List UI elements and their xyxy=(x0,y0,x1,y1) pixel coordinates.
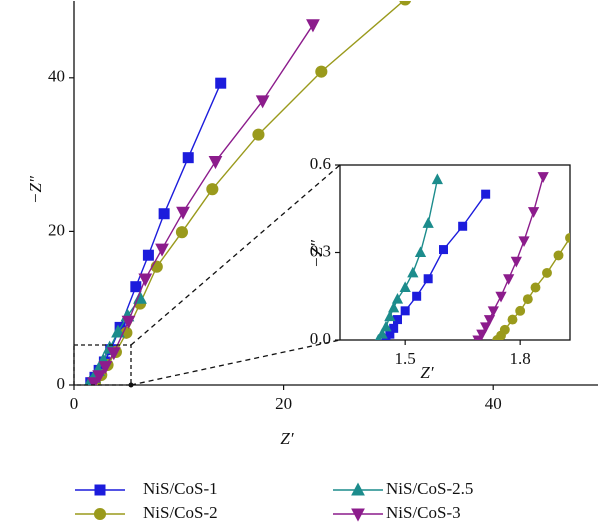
legend-label: NiS/CoS-2 xyxy=(143,503,218,522)
x-tick-label: 20 xyxy=(275,394,292,413)
x-tick-label: 40 xyxy=(485,394,502,413)
main-plot: 0 20 40 0 20 40 Z′ −Z″ xyxy=(26,1,598,448)
y-tick-label: 0.6 xyxy=(310,154,331,173)
marker xyxy=(98,361,113,375)
marker xyxy=(423,274,433,284)
marker xyxy=(407,266,419,278)
zoom-indicator xyxy=(73,164,341,388)
y-tick-label: 20 xyxy=(48,220,65,239)
marker xyxy=(565,232,570,243)
marker xyxy=(158,208,170,220)
marker xyxy=(476,329,488,340)
marker xyxy=(510,256,522,268)
marker xyxy=(376,327,388,339)
y-tick-label: 0 xyxy=(57,374,66,393)
x-axis-label: Z′ xyxy=(420,363,433,382)
marker xyxy=(391,292,404,304)
legend-label: NiS/CoS-2.5 xyxy=(386,479,473,498)
marker xyxy=(215,77,227,89)
marker xyxy=(439,245,448,255)
marker xyxy=(255,95,270,109)
marker xyxy=(94,484,106,496)
y-tick-label: 0.0 xyxy=(310,329,331,348)
legend: NiS/CoS-1 NiS/CoS-2 NiS/CoS-2.5 NiS/CoS-3 xyxy=(75,479,473,522)
marker xyxy=(130,281,142,293)
marker xyxy=(483,315,496,326)
marker xyxy=(480,322,492,334)
y-tick-label: 0.3 xyxy=(310,241,331,260)
marker xyxy=(400,306,410,316)
marker xyxy=(431,173,443,185)
marker xyxy=(503,274,515,285)
marker xyxy=(121,315,136,329)
marker xyxy=(458,221,468,231)
marker xyxy=(351,482,365,496)
marker xyxy=(542,267,552,278)
series-line xyxy=(90,82,222,384)
legend-label: NiS/CoS-3 xyxy=(386,503,461,522)
marker xyxy=(252,128,265,141)
marker xyxy=(111,324,125,338)
inset-plot: 1.5 1.8 0.0 0.3 0.6 Z′ −Z″ xyxy=(307,154,571,382)
x-tick-label: 1.8 xyxy=(510,349,531,368)
marker xyxy=(155,243,169,257)
marker xyxy=(399,281,411,292)
marker xyxy=(537,172,549,183)
marker xyxy=(507,314,518,325)
y-tick-label: 40 xyxy=(48,67,65,86)
marker xyxy=(399,1,412,6)
marker xyxy=(92,370,107,384)
marker xyxy=(206,183,219,196)
marker xyxy=(315,65,328,78)
marker xyxy=(93,507,107,521)
marker xyxy=(351,508,365,522)
marker xyxy=(138,273,153,287)
marker xyxy=(384,310,396,322)
inset-frame xyxy=(339,164,571,341)
marker xyxy=(515,305,526,316)
marker xyxy=(388,301,400,313)
marker xyxy=(106,347,121,361)
legend-label: NiS/CoS-1 xyxy=(143,479,218,498)
plot-area xyxy=(375,172,570,340)
x-axis-label: Z′ xyxy=(280,429,293,448)
marker xyxy=(499,324,510,335)
marker xyxy=(553,250,564,261)
marker xyxy=(422,217,434,228)
marker xyxy=(182,152,194,164)
marker xyxy=(487,306,499,318)
plot-area xyxy=(84,1,412,385)
x-tick-label: 0 xyxy=(70,394,79,413)
marker xyxy=(414,246,427,257)
marker xyxy=(389,323,399,333)
marker xyxy=(530,282,541,293)
marker xyxy=(175,226,188,239)
marker xyxy=(385,329,395,339)
marker xyxy=(412,291,422,301)
marker xyxy=(142,249,154,261)
x-tick-label: 1.5 xyxy=(395,349,416,368)
marker xyxy=(306,19,320,33)
y-axis-label: −Z″ xyxy=(307,239,326,268)
marker xyxy=(522,294,533,305)
marker xyxy=(518,236,530,248)
marker xyxy=(176,206,190,220)
y-axis-label: −Z″ xyxy=(26,175,45,204)
marker xyxy=(527,207,540,218)
marker xyxy=(208,156,223,170)
marker xyxy=(393,315,402,325)
marker xyxy=(380,320,392,332)
marker xyxy=(481,189,491,199)
marker xyxy=(495,291,507,303)
